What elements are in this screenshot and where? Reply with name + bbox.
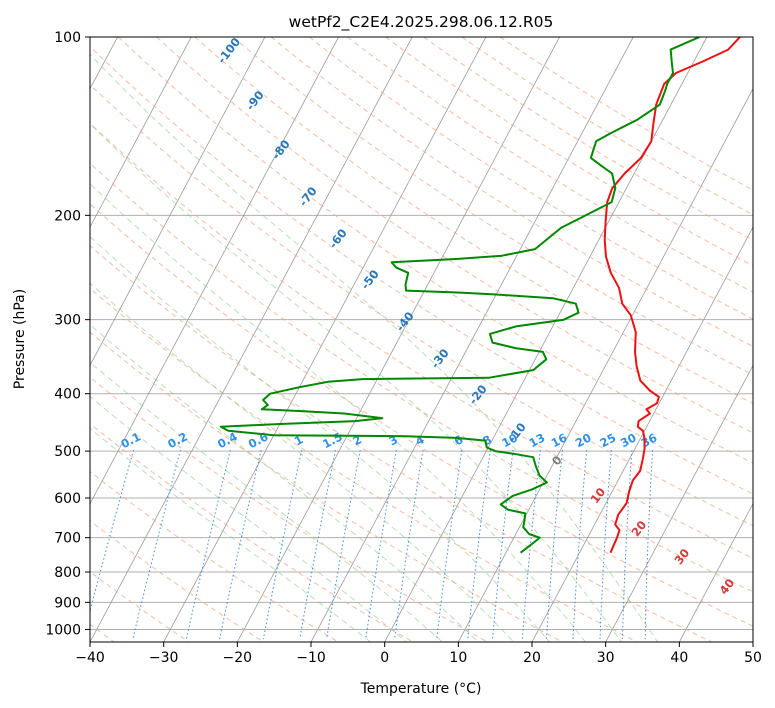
mixing-ratio-line-12 [521,450,541,640]
dry-adiabat-80 [90,83,753,527]
dewpoint-line [219,37,700,554]
sounding-profiles [219,37,741,554]
y-tick-label-9: 1000 [45,622,81,638]
dry-adiabat-110 [156,37,753,434]
dry-adiabat-130 [232,37,753,376]
mixing-ratio-line-5 [299,450,336,640]
y-tick-label-3: 400 [54,387,81,403]
isotherm--30 [163,37,487,642]
mixing-ratio-line-8 [394,450,424,640]
mixing-ratio-line-4 [262,449,303,640]
dry-adiabat-70 [90,122,753,559]
chart-title: wetPf2_C2E4.2025.298.06.12.R05 [289,13,554,32]
x-tick-label-6: 20 [523,650,541,666]
x-tick-label-2: −20 [223,650,253,666]
y-tick-label-7: 800 [54,565,81,581]
y-tick-label-0: 100 [54,30,81,46]
dry-adiabat-90 [90,45,753,495]
mixing-ratio-line-9 [436,450,463,640]
moist-adiabat-30 [90,122,622,642]
mixing-ratio-line-7 [365,450,397,640]
y-tick-label-5: 600 [54,491,81,507]
moist-adiabat-35 [90,53,659,642]
isotherm-20 [531,226,753,642]
isotherm-30 [605,364,753,642]
axes: −40 −30 −20 −10 0 10 20 30 40 50 100 200 300 400 500 60… [45,30,762,666]
dry-adiabat-180 [423,37,753,241]
isotherm--60 [90,37,266,367]
mixing-ratio-line-6 [326,450,361,640]
dry-adiabat-160 [347,37,753,293]
dry-adiabat--20 [90,520,264,642]
mixing-ratio-line-0 [90,449,134,613]
plot-area: 0.1 0.2 0.4 0.6 1 1.5 2 3 4 6 8 10 13 16 20 25 30 36-100-… [90,37,753,642]
y-tick-label-1: 200 [54,208,81,224]
x-tick-label-9: 50 [744,650,762,666]
dry-adiabat-100 [118,37,753,464]
isotherm--70 [90,37,192,228]
plot-frame [89,36,754,643]
dry-adiabat-30 [90,287,638,642]
mixing-ratio-label-15: 25 [598,430,619,450]
x-axis-label: Temperature (°C) [360,681,482,697]
dry-adiabat-120 [194,37,753,405]
moist-adiabat-20 [90,235,550,642]
temperature-line [603,37,741,554]
isotherm-40 [678,502,753,642]
y-tick-label-2: 300 [54,313,81,329]
y-tick-label-8: 900 [54,595,81,611]
dry-adiabat--10 [90,470,339,642]
background-lines [90,37,753,642]
mixing-ratio-label-12: 13 [527,430,548,450]
isotherm--50 [90,37,339,505]
x-tick-label-1: −30 [149,650,179,666]
dry-adiabat-50 [90,203,753,627]
mixing-ratio-line-10 [467,450,491,640]
dry-adiabat-200 [499,37,753,191]
x-tick-label-5: 10 [449,650,467,666]
x-tick-label-0: −40 [75,650,105,666]
mixing-ratio-label-14: 20 [573,430,594,450]
dry-adiabat-20 [90,331,563,642]
x-tick-label-8: 40 [670,650,688,666]
mixing-ratio-label-16: 30 [618,430,639,450]
moist-adiabat-25 [90,183,586,642]
x-tick-label-4: 0 [380,650,389,666]
dry-adiabat-60 [90,162,753,593]
y-axis-label: Pressure (hPa) [12,289,28,389]
x-tick-label-7: 30 [597,650,615,666]
isotherm-0 [384,37,708,642]
y-tick-label-6: 700 [54,531,81,547]
isotherm--20 [236,37,560,642]
dry-adiabat-140 [270,37,753,348]
mixing-ratio-label-11: 10 [499,430,520,450]
mixing-ratio-line-11 [492,450,514,640]
dry-adiabat-40 [90,245,712,642]
mixing-ratio-line-1 [132,449,181,640]
isotherm-10 [457,87,753,642]
y-tick-label-4: 500 [54,444,81,460]
x-tick-label-3: −10 [296,650,326,666]
mixing-ratio-label-13: 16 [549,430,570,450]
isotherm--40 [90,37,413,642]
